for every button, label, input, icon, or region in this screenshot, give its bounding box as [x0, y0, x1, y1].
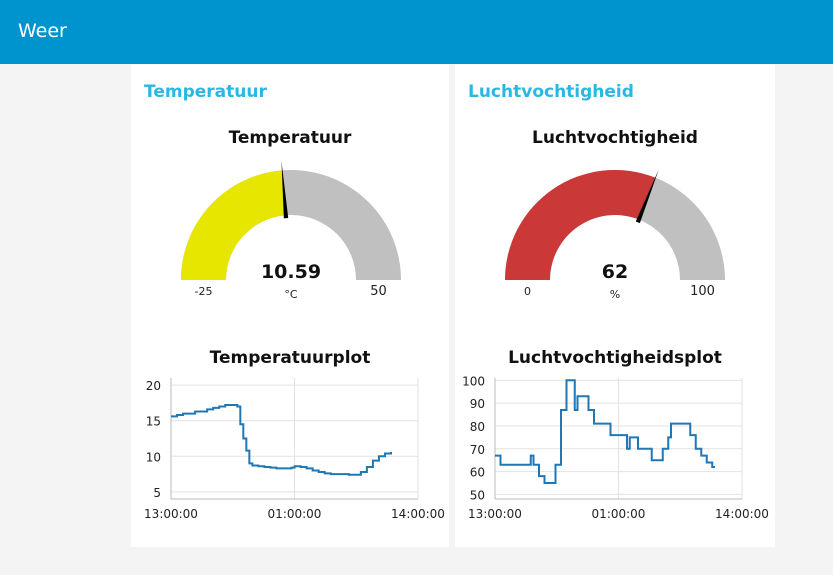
gauge-max-label: 50	[370, 284, 387, 299]
x-tick-label: 01:00:00	[592, 507, 646, 521]
x-tick-label: 14:00:00	[715, 507, 769, 521]
y-tick-label: 20	[146, 379, 161, 393]
gauge-fill	[181, 170, 286, 280]
y-tick-label: 5	[153, 486, 161, 500]
gauge-max-label: 100	[690, 284, 715, 299]
chart-title: Temperatuurplot	[209, 348, 371, 368]
gauge-unit: %	[610, 288, 620, 301]
top-bar: Weer	[0, 0, 833, 64]
x-tick-label: 01:00:00	[268, 507, 322, 521]
gauge-fill	[505, 170, 656, 280]
gauge-needle	[635, 169, 659, 224]
gauge-title: Luchtvochtigheid	[532, 128, 698, 148]
y-tick-label: 50	[470, 488, 485, 502]
gauge-unit: °C	[284, 288, 298, 301]
y-tick-label: 70	[470, 443, 485, 457]
y-tick-label: 60	[470, 466, 485, 480]
y-tick-label: 80	[470, 420, 485, 434]
chart-title: Luchtvochtigheidsplot	[508, 348, 722, 368]
group-temperature: Temperatuur Temperatuur 10.59 °C -25 50 …	[131, 64, 449, 547]
x-tick-label: 14:00:00	[391, 507, 445, 521]
humidity-chart: 50 60 70 80 90 100 13:00:00 01:00:00 14:00:00	[462, 374, 769, 521]
group-title: Luchtvochtigheid	[468, 82, 634, 102]
series-line	[171, 404, 392, 476]
y-tick-label: 100	[462, 374, 485, 388]
gauge-min-label: 0	[524, 285, 531, 298]
gauge-needle	[281, 161, 289, 219]
gauge-value: 62	[602, 261, 628, 283]
y-tick-label: 90	[470, 397, 485, 411]
gauge-min-label: -25	[195, 285, 213, 298]
x-tick-label: 13:00:00	[144, 507, 198, 521]
group-humidity: Luchtvochtigheid Luchtvochtigheid 62 % 0…	[455, 64, 775, 547]
humidity-gauge: 62 % 0 100	[505, 169, 725, 301]
y-tick-label: 10	[146, 450, 161, 464]
dashboard-title: Weer	[18, 20, 67, 42]
temperature-chart: 5 10 15 20 13:00:00 01:00:00 14:00:00	[144, 378, 445, 521]
gauge-value: 10.59	[261, 261, 321, 283]
series-line	[495, 379, 715, 485]
gauge-title: Temperatuur	[228, 128, 352, 148]
temperature-gauge: 10.59 °C -25 50	[181, 161, 401, 301]
y-tick-label: 15	[146, 415, 161, 429]
x-tick-label: 13:00:00	[468, 507, 522, 521]
group-title: Temperatuur	[144, 82, 267, 102]
